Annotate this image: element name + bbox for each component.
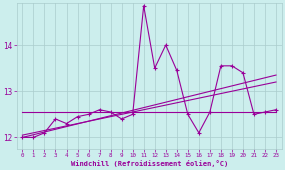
X-axis label: Windchill (Refroidissement éolien,°C): Windchill (Refroidissement éolien,°C) <box>71 159 228 167</box>
